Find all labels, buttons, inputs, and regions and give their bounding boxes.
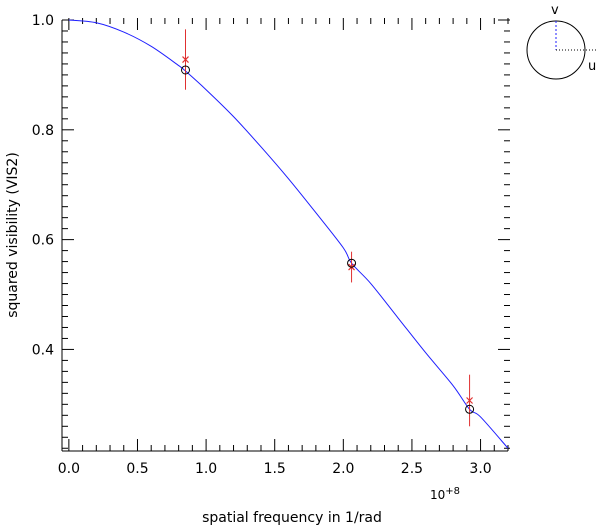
x-tick-label: 3.0 (469, 461, 491, 477)
x-tick-label: 0.0 (58, 461, 80, 477)
x-exponent-base: 10 (430, 488, 445, 502)
x-exponent-power: +8 (445, 486, 460, 497)
model-point-circle (347, 258, 357, 268)
x-tick-label: 1.5 (264, 461, 286, 477)
y-tick-label: 0.6 (32, 233, 54, 249)
x-exponent-label: 10+8 (430, 486, 460, 502)
model-point-circle (465, 404, 475, 414)
x-tick-label: 2.5 (401, 461, 423, 477)
measured-marker-stroke (182, 56, 189, 63)
model-visibility-curve (68, 19, 509, 449)
y-tick-label: 0.8 (32, 123, 54, 139)
uv-coverage-inset: v u (526, 3, 598, 80)
y-tick-label: 1.0 (32, 13, 54, 29)
x-tick-label: 0.5 (126, 461, 148, 477)
measured-marker-stroke (466, 397, 473, 404)
data-layer (68, 19, 509, 449)
x-tick-label: 1.0 (195, 461, 217, 477)
v-axis-label: v (551, 3, 559, 18)
u-axis-label: u (588, 59, 596, 74)
x-tick-label: 2.0 (332, 461, 354, 477)
y-tick-label: 0.4 (32, 342, 54, 358)
measured-point-marker (466, 397, 473, 404)
measured-point-marker (182, 56, 189, 63)
x-axis-title: spatial frequency in 1/rad (202, 510, 382, 526)
model-point-circle (181, 65, 191, 75)
label-layer: squared visibility (VIS2) spatial freque… (5, 13, 492, 526)
plot-frame-layer (61, 18, 510, 452)
y-axis-title: squared visibility (VIS2) (5, 152, 21, 318)
